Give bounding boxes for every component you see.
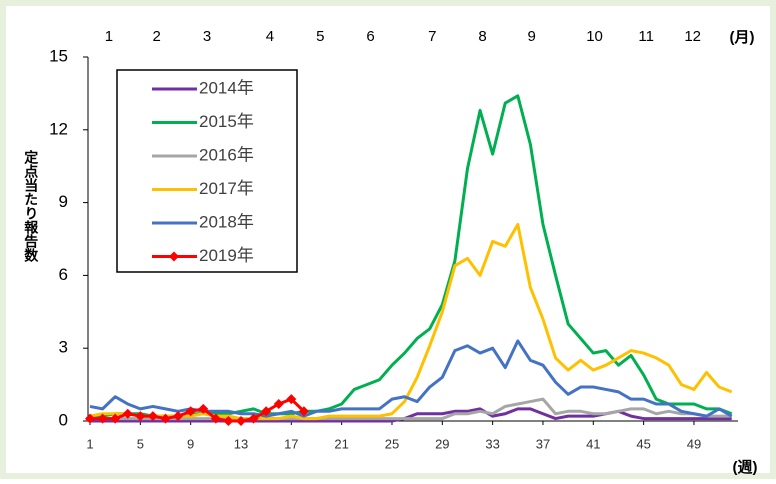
month-label: 12 bbox=[684, 28, 701, 45]
marker bbox=[110, 413, 121, 424]
y-tick-label: 15 bbox=[49, 46, 68, 65]
x-tick-label: 5 bbox=[137, 436, 144, 451]
x-tick-label: 21 bbox=[334, 436, 348, 451]
month-label: 4 bbox=[266, 28, 274, 45]
legend-label: 2016年 bbox=[199, 145, 254, 164]
marker bbox=[210, 413, 221, 424]
month-label: 6 bbox=[366, 28, 374, 45]
x-tick-label: 41 bbox=[586, 436, 600, 451]
marker bbox=[97, 413, 108, 424]
x-tick-label: 49 bbox=[687, 436, 701, 451]
legend-label: 2015年 bbox=[199, 112, 254, 131]
month-label: 8 bbox=[478, 28, 486, 45]
month-label: 9 bbox=[527, 28, 535, 45]
x-tick-label: 45 bbox=[636, 436, 650, 451]
x-tick-label: 13 bbox=[234, 436, 248, 451]
marker bbox=[273, 399, 284, 410]
month-label: 11 bbox=[638, 28, 654, 45]
month-label: 2 bbox=[153, 28, 161, 45]
x-tick-label: 1 bbox=[86, 436, 93, 451]
legend-label: 2014年 bbox=[199, 78, 254, 97]
marker bbox=[122, 408, 133, 419]
y-tick-label: 3 bbox=[59, 338, 68, 357]
marker bbox=[85, 413, 95, 424]
marker bbox=[173, 411, 184, 422]
legend-marker bbox=[169, 251, 179, 262]
x-tick-label: 17 bbox=[284, 436, 298, 451]
month-label: 7 bbox=[428, 28, 436, 45]
series-line bbox=[90, 397, 732, 421]
legend-label: 2018年 bbox=[199, 212, 254, 231]
marker bbox=[235, 416, 246, 426]
y-tick-label: 12 bbox=[49, 119, 68, 138]
marker bbox=[198, 403, 209, 414]
series-line bbox=[90, 407, 732, 423]
x-tick-label: 29 bbox=[435, 436, 449, 451]
series-line bbox=[89, 222, 733, 421]
x-axis-label: (週) bbox=[733, 459, 758, 476]
x-tick-label: 33 bbox=[485, 436, 499, 451]
marker bbox=[248, 413, 259, 424]
y-tick-label: 6 bbox=[59, 265, 68, 284]
x-tick-label: 9 bbox=[187, 436, 194, 451]
marker bbox=[298, 406, 309, 417]
x-tick-label: 25 bbox=[385, 436, 399, 451]
marker bbox=[185, 406, 196, 417]
marker bbox=[160, 413, 171, 424]
x-tick-label: 37 bbox=[536, 436, 550, 451]
marker bbox=[147, 411, 158, 422]
marker bbox=[261, 406, 272, 417]
marker bbox=[286, 394, 297, 405]
month-label: 10 bbox=[586, 28, 603, 45]
month-label: 3 bbox=[203, 28, 211, 45]
y-tick-label: 9 bbox=[59, 192, 68, 211]
month-label: 1 bbox=[105, 28, 113, 45]
marker bbox=[135, 411, 146, 422]
x2-axis-label: (月) bbox=[730, 29, 755, 46]
legend: 2014年 2015年 2016年 2017年 2018年 2019年 bbox=[116, 69, 298, 273]
marker bbox=[223, 416, 234, 426]
legend-label: 2019年 bbox=[199, 246, 254, 265]
y-axis-label: 定点当たり報告数 bbox=[23, 149, 39, 263]
month-label: 5 bbox=[316, 28, 324, 45]
y-tick-label: 0 bbox=[59, 410, 68, 429]
legend-label: 2017年 bbox=[199, 179, 254, 198]
legend-box bbox=[116, 69, 298, 273]
